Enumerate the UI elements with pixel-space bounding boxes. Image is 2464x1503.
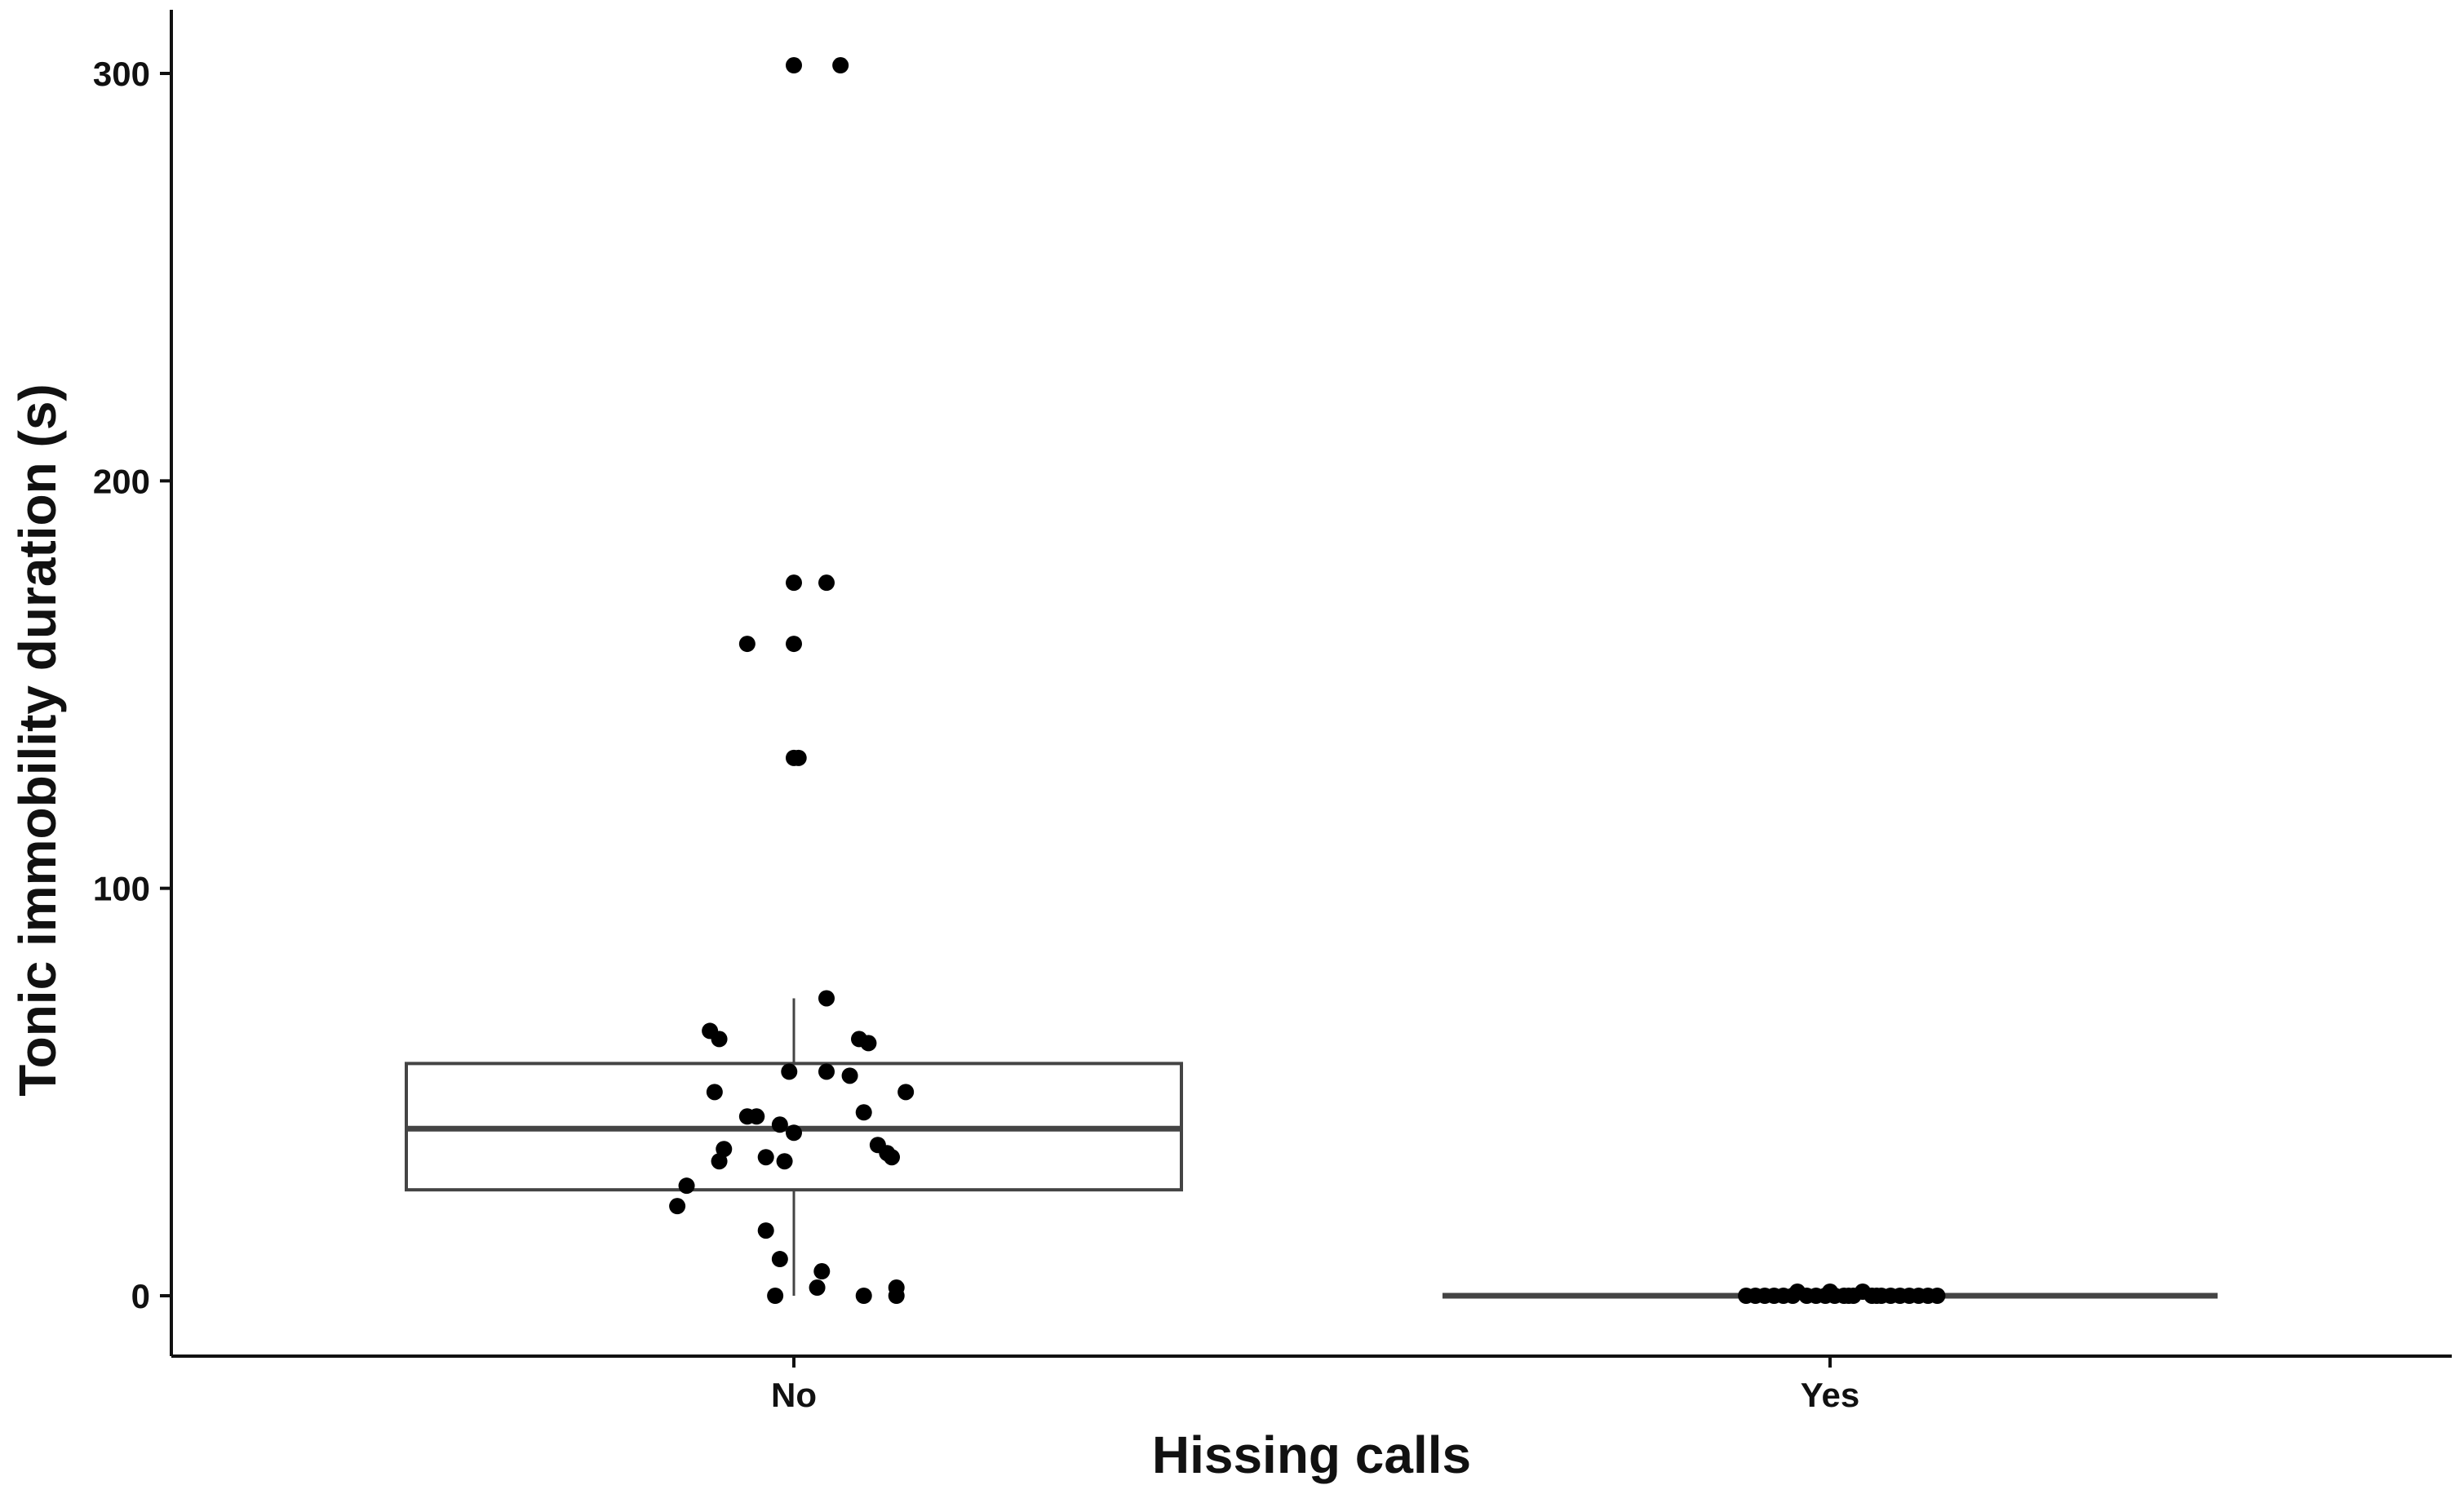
data-point-no-38 (855, 1288, 872, 1304)
y-tick-label-0: 0 (131, 1277, 150, 1315)
data-point-no-19 (748, 1108, 765, 1125)
y-tick-label-100: 100 (93, 870, 150, 908)
boxes-layer (405, 998, 2218, 1299)
data-point-no-12 (860, 1035, 877, 1052)
data-point-no-0 (786, 57, 802, 74)
data-point-no-10 (711, 1031, 728, 1048)
data-point-no-39 (888, 1288, 905, 1304)
data-point-no-13 (781, 1063, 798, 1080)
data-point-no-3 (818, 574, 835, 592)
y-tick-label-200: 200 (93, 462, 150, 500)
data-point-no-34 (813, 1263, 831, 1280)
data-point-no-8 (818, 990, 835, 1007)
x-tick-label-yes: Yes (1801, 1376, 1859, 1414)
data-point-no-28 (757, 1149, 774, 1166)
data-point-no-2 (786, 574, 802, 592)
data-point-no-37 (767, 1288, 784, 1304)
data-point-yes-62 (1784, 1288, 1801, 1304)
data-point-no-15 (841, 1067, 858, 1084)
data-point-yes-63 (1840, 1288, 1857, 1304)
data-point-no-27 (711, 1153, 728, 1170)
data-point-no-35 (809, 1279, 826, 1297)
data-point-no-30 (678, 1177, 695, 1195)
data-point-no-1 (832, 57, 849, 74)
data-point-no-33 (771, 1251, 788, 1268)
y-axis-title: Tonic immobility duration (s) (8, 384, 67, 1096)
data-point-yes-61 (1929, 1288, 1946, 1304)
x-axis-title: Hissing calls (1152, 1425, 1471, 1484)
data-point-no-5 (786, 636, 802, 653)
data-point-no-20 (855, 1104, 872, 1121)
data-point-no-14 (818, 1063, 835, 1080)
data-point-no-26 (884, 1149, 901, 1166)
data-point-no-4 (738, 636, 756, 653)
data-point-no-21 (771, 1116, 788, 1133)
data-point-no-31 (669, 1198, 686, 1215)
points-layer (669, 57, 1946, 1304)
data-point-no-29 (776, 1153, 793, 1170)
data-point-yes-64 (1868, 1288, 1886, 1304)
data-point-no-7 (790, 749, 807, 766)
data-point-no-32 (757, 1222, 774, 1239)
data-point-no-16 (706, 1084, 723, 1101)
x-tick-label-no: No (771, 1376, 817, 1414)
axes-layer: 0 100 200 300 No Yes (93, 10, 2452, 1414)
y-tick-label-300: 300 (93, 55, 150, 93)
data-point-no-17 (897, 1084, 915, 1101)
data-point-yes-50 (1822, 1284, 1838, 1301)
data-point-no-24 (716, 1141, 733, 1158)
data-point-no-22 (786, 1124, 802, 1142)
